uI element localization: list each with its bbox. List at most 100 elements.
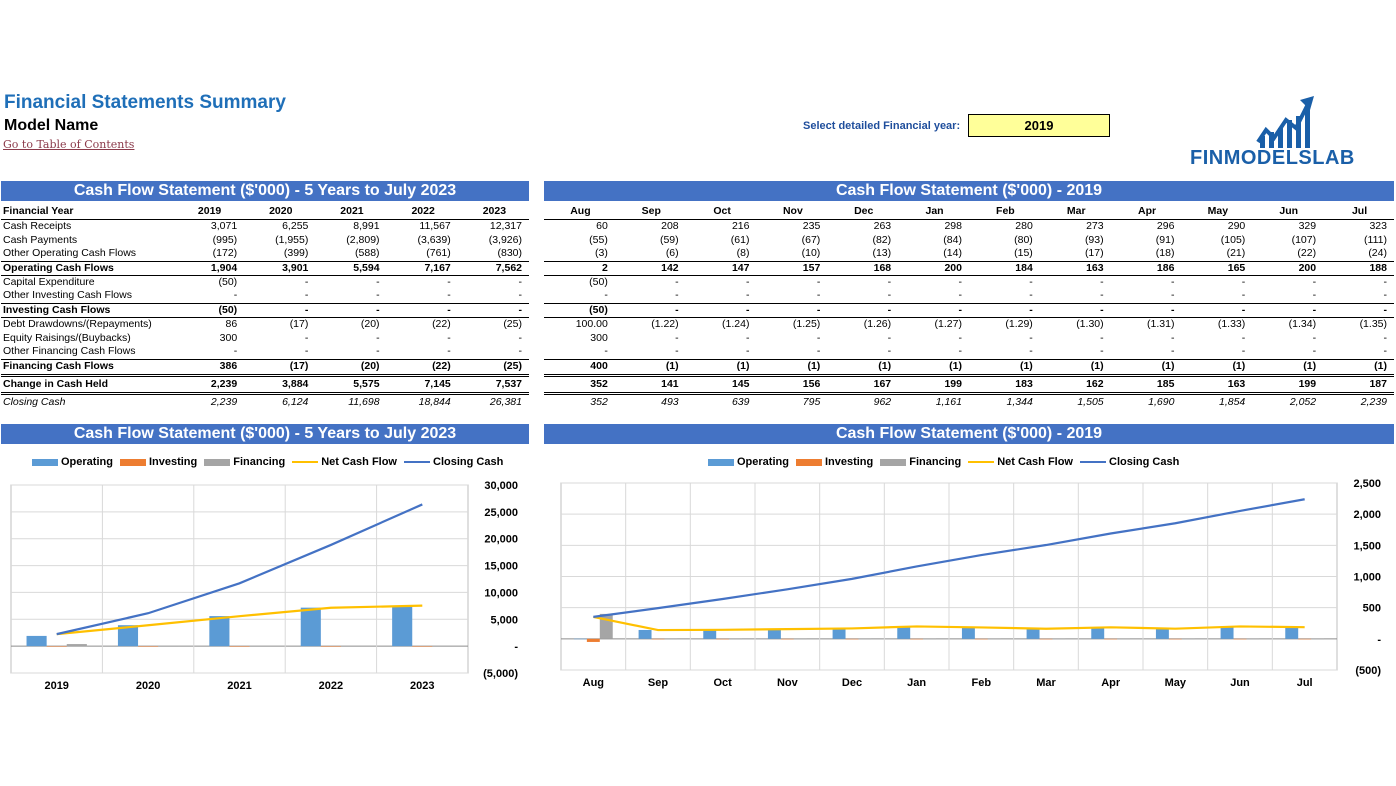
row-label: Cash Payments	[3, 233, 78, 246]
table-row: 100.00 (1.22) (1.24) (1.25) (1.26) (1.27) (1.2…	[544, 317, 1394, 331]
table-cell: 639	[731, 395, 750, 408]
table-cell: 163	[1181, 375, 1253, 395]
table-cell: -	[756, 302, 828, 318]
table-cell: -	[958, 345, 962, 358]
table-cell: (1.29)	[1005, 317, 1033, 330]
table-cell: 100.00	[575, 317, 608, 330]
column-header: Jun	[1252, 204, 1324, 220]
bar-financing	[1181, 638, 1195, 640]
table-cell: 6,124	[282, 395, 309, 408]
table-cell: (24)	[1368, 247, 1387, 260]
bar-investing	[229, 646, 250, 647]
table-cell: -	[1241, 289, 1246, 302]
table-cell: 11,567	[419, 219, 451, 232]
table-cell: -	[958, 275, 962, 288]
legend-swatch	[708, 458, 734, 466]
table-cell: -	[1110, 302, 1182, 318]
bar-financing	[340, 646, 362, 647]
x-tick-label: Apr	[1101, 677, 1121, 689]
table-cell: -	[675, 345, 679, 358]
table-cell: -	[604, 345, 608, 358]
table-cell: (8)	[736, 247, 750, 260]
logo-text: FINMODELSLAB	[1190, 147, 1355, 169]
bar-operating	[897, 626, 911, 639]
table-cell: (17)	[1084, 247, 1104, 260]
toc-link[interactable]: Go to Table of Contents	[3, 138, 135, 151]
table-cell: -	[604, 289, 608, 302]
table-cell: (1)	[614, 358, 686, 377]
table-cell: -	[447, 331, 451, 344]
bar-financing	[793, 638, 807, 640]
table-cell: (93)	[1084, 233, 1104, 246]
legend-item: Investing	[119, 456, 197, 468]
line-net-cash-flow	[593, 615, 1305, 632]
table-header-row: Financial Year 2019 2020 2021 2022 2023	[1, 204, 529, 220]
legend-label: Operating	[737, 456, 789, 468]
table-cell: (588)	[355, 247, 380, 260]
x-tick-label: Mar	[1036, 677, 1056, 689]
table-cell: (17)	[244, 358, 316, 377]
table-row: (50) - - - - - - - - - - -	[544, 275, 1394, 289]
line-closing-cash	[593, 498, 1305, 618]
table-cell: (21)	[1226, 247, 1246, 260]
x-tick-label: Jul	[1297, 677, 1313, 689]
table-cell: (1,955)	[275, 233, 309, 246]
table-cell: (59)	[659, 233, 679, 246]
table-cell: -	[518, 275, 523, 288]
table-cell: -	[1312, 345, 1317, 358]
table-cell: 962	[873, 395, 892, 408]
bar-financing	[249, 646, 270, 647]
table-cell: (1.33)	[1217, 317, 1246, 330]
table-cell: (61)	[730, 233, 750, 246]
table-cell: 300	[590, 331, 608, 344]
table-cell: 183	[968, 375, 1040, 395]
table-cell: (22)	[386, 358, 458, 377]
table-row: 352 141 145 156 167 199 183 162 185 163 199 187	[544, 375, 1394, 395]
table-cell: -	[376, 345, 380, 358]
x-tick-label: Sep	[648, 677, 668, 689]
table-cell: (50)	[589, 275, 608, 288]
table-cell: 235	[802, 219, 821, 232]
table-cell: -	[304, 345, 309, 358]
bar-financing	[858, 638, 872, 640]
table-cell: -	[1312, 289, 1317, 302]
table-cell: 199	[1252, 375, 1324, 395]
x-tick-label: 2021	[227, 680, 251, 692]
table-cell: 263	[873, 219, 892, 232]
table-cell: 1,344	[1006, 395, 1033, 408]
table-row: (50) - - - - - - - - - - -	[544, 302, 1394, 318]
table-cell: -	[1323, 302, 1394, 318]
financial-year-input[interactable]: 2019	[968, 114, 1110, 137]
table-cell: 323	[1369, 219, 1387, 232]
legend-label: Investing	[824, 456, 874, 468]
table-cell: -	[816, 275, 821, 288]
x-tick-label: Aug	[583, 677, 604, 689]
column-header: 2021	[315, 204, 387, 220]
year-select-label: Select detailed Financial year:	[803, 120, 961, 132]
table-cell: (1)	[898, 358, 969, 377]
table-cell: 60	[596, 219, 608, 232]
x-tick-label: 2023	[410, 680, 434, 692]
table-cell: (1)	[1252, 358, 1324, 377]
table-cell: 186	[1110, 260, 1182, 276]
legend-label: Financing	[909, 456, 962, 468]
bar-operating	[1026, 628, 1040, 639]
table-cell: -	[1383, 275, 1388, 288]
legend-label: Closing Cash	[1109, 456, 1180, 468]
bar-financing	[158, 646, 179, 647]
monthly-table-title: Cash Flow Statement ($'000) - 2019	[544, 181, 1394, 201]
table-cell: -	[244, 302, 316, 318]
table-cell: 145	[685, 375, 757, 395]
annual-chart-legend: Operating Investing Financing Net Cash Flow…	[32, 456, 510, 468]
legend-label: Closing Cash	[433, 456, 504, 468]
line-net-cash-flow	[56, 604, 423, 636]
bar-investing	[845, 638, 859, 640]
x-tick-label: 2020	[136, 680, 160, 692]
y-tick-label: 5,000	[490, 614, 518, 626]
table-row: Debt Drawdowns/(Repayments) 86 (17) (20) (22…	[1, 317, 529, 331]
bar-operating	[1091, 627, 1105, 639]
row-label: Cash Receipts	[3, 219, 72, 232]
legend-item: Closing Cash	[404, 456, 503, 468]
legend-swatch	[795, 458, 822, 466]
legend-swatch	[204, 458, 231, 466]
